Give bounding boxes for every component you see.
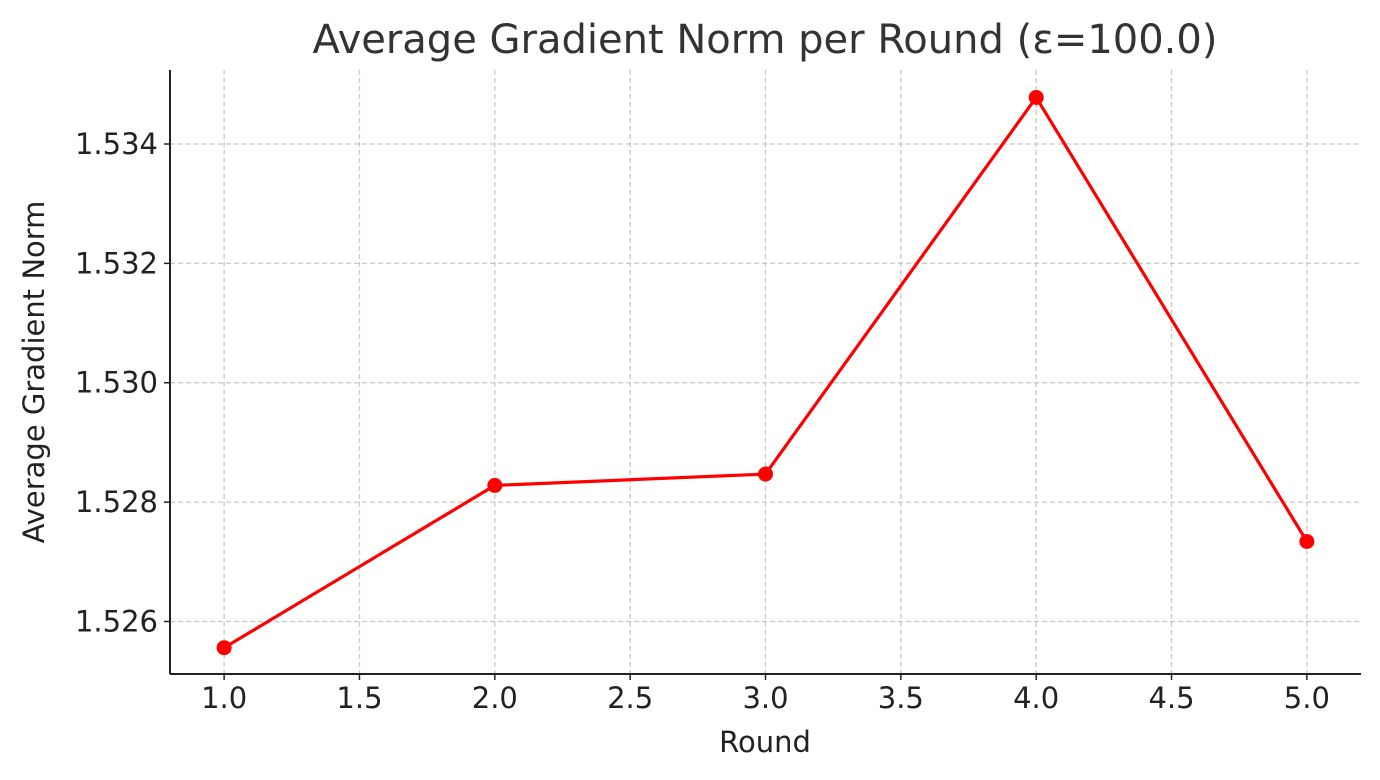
data-point: [758, 466, 773, 482]
y-tick-label: 1.532: [75, 246, 158, 280]
y-axis-label: Average Gradient Norm: [17, 201, 51, 544]
tick-labels: 1.0 1.5 2.0 2.5 3.0 3.5 4.0 4.5 5.0 1.526 1.528 1.5…: [75, 127, 1330, 715]
x-tick-label: 4.0: [1013, 681, 1059, 715]
x-tick-label: 1.5: [336, 681, 382, 715]
x-tick-label: 2.5: [607, 681, 653, 715]
y-tick-label: 1.528: [75, 485, 158, 519]
x-tick-label: 2.0: [472, 681, 518, 715]
data-point: [1028, 89, 1044, 105]
chart-title: Average Gradient Norm per Round (ε=100.0…: [313, 17, 1218, 63]
grid: [170, 70, 1361, 674]
x-tick-label: 5.0: [1284, 681, 1330, 715]
y-tick-label: 1.526: [75, 604, 158, 638]
data-point: [1299, 534, 1315, 550]
x-axis-label: Round: [719, 725, 811, 759]
series: [216, 89, 1315, 656]
x-tick-label: 3.5: [878, 681, 924, 715]
x-tick-label: 3.0: [742, 681, 788, 715]
data-point: [487, 477, 503, 493]
series-line: [222, 95, 1309, 650]
y-tick-label: 1.534: [75, 127, 158, 161]
x-tick-label: 1.0: [201, 681, 247, 715]
y-tick-label: 1.530: [75, 366, 158, 400]
data-point: [216, 640, 232, 656]
x-tick-label: 4.5: [1148, 681, 1194, 715]
